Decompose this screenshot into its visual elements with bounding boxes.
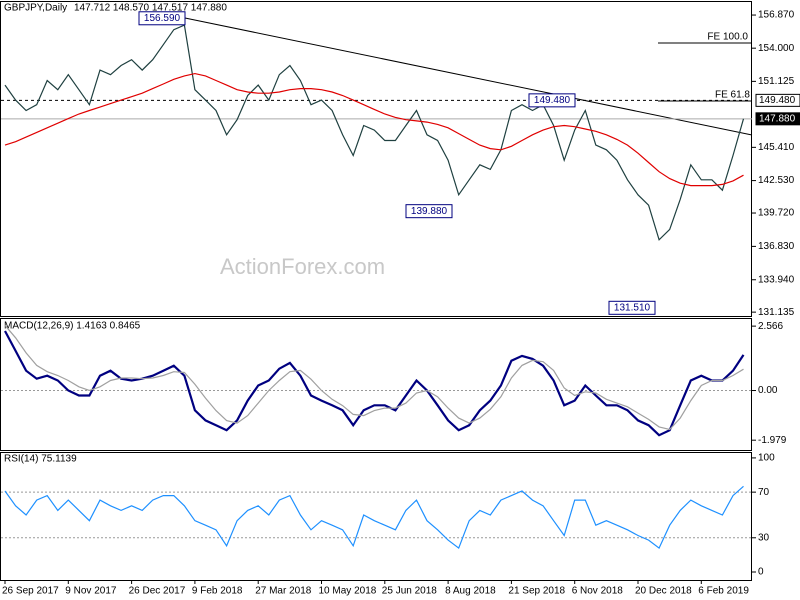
y-tick-label: 136.830 [758,241,795,252]
y-tick-label: 151.125 [758,76,795,87]
y-tick-label: 145.410 [758,142,795,153]
macd-title: MACD(12,26,9) 1.4163 0.8465 [4,321,141,332]
y-tick-label: 131.135 [758,307,795,318]
price-label-box [755,93,800,107]
x-tick-label: 26 Dec 2017 [129,586,186,597]
price-label: 149.480 [759,95,796,106]
y-tick-label: 2.566 [758,321,783,332]
y-tick-label: 133.940 [758,274,795,285]
watermark: ActionForex.com [220,254,385,279]
y-tick-label: -1.979 [758,435,787,446]
annotation-label: 131.510 [614,302,651,313]
series-line [4,72,744,187]
rsi-panel [0,452,752,581]
y-tick-label: 100 [758,453,775,464]
annotation-box [138,11,186,26]
y-tick-label: 142.530 [758,175,795,186]
x-tick-label: 6 Nov 2018 [572,586,624,597]
price-label-box [755,112,800,126]
annotation-label: 156.590 [144,13,181,24]
trendline [184,17,753,136]
x-tick-label: 8 Aug 2018 [445,586,496,597]
macd-panel [0,318,752,451]
chart-title: GBPJPY,Daily [4,3,67,14]
annotation-box [405,204,453,219]
x-tick-label: 25 Jun 2018 [382,586,437,597]
rsi-title: RSI(14) 75.1139 [4,454,77,465]
series-line [4,324,744,431]
series-line [4,485,744,550]
fe-label: FE 100.0 [707,32,748,43]
annotation-label: 149.480 [534,95,571,106]
x-tick-label: 9 Feb 2018 [192,586,243,597]
chart-subtitle: 147.712 148.570 147.517 147.880 [74,3,227,14]
y-tick-label: 30 [758,532,770,543]
x-tick-label: 27 Mar 2018 [255,586,312,597]
x-tick-label: 10 May 2018 [319,586,377,597]
annotation-box [528,93,576,108]
y-tick-label: 0 [758,567,764,578]
y-tick-label: 139.720 [758,208,795,219]
x-tick-label: 21 Sep 2018 [508,586,565,597]
series-line [4,330,745,437]
fe-label: FE 61.8 [715,90,750,101]
y-tick-label: 156.870 [758,10,795,21]
series-line [4,24,745,241]
annotation-label: 139.880 [411,206,448,217]
annotation-box [608,300,656,315]
x-tick-label: 26 Sep 2017 [2,586,59,597]
x-tick-label: 9 Nov 2017 [65,586,117,597]
price-panel [0,1,752,317]
y-tick-label: 0.00 [758,385,778,396]
price-label: 147.880 [759,113,796,124]
y-tick-label: 154.000 [758,43,795,54]
y-tick-label: 70 [758,487,770,498]
x-tick-label: 6 Feb 2019 [698,586,749,597]
x-tick-label: 20 Dec 2018 [635,586,692,597]
